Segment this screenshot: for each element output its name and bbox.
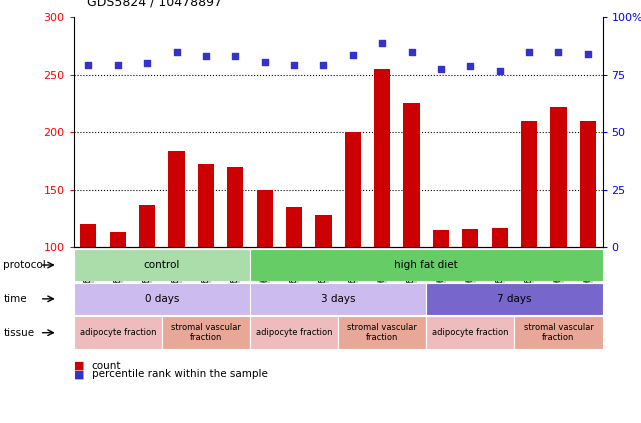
Point [524, 48, 534, 55]
Bar [286, 207, 302, 247]
Point [260, 58, 270, 65]
Text: 3 days: 3 days [321, 294, 355, 304]
Point [319, 62, 329, 69]
Point [436, 66, 446, 72]
Point [113, 62, 123, 69]
Point [83, 62, 94, 69]
Bar [110, 233, 126, 247]
Text: stromal vascular
fraction: stromal vascular fraction [171, 323, 241, 342]
Text: control: control [144, 260, 180, 270]
Bar [139, 205, 155, 247]
Text: adipocyte fraction: adipocyte fraction [432, 328, 508, 337]
Point [465, 63, 476, 70]
Bar [250, 316, 338, 349]
Bar [345, 132, 361, 247]
Point [142, 60, 153, 66]
Bar [426, 316, 514, 349]
Text: 7 days: 7 days [497, 294, 531, 304]
Text: tissue: tissue [3, 328, 35, 338]
Bar [169, 151, 185, 247]
Text: adipocyte fraction: adipocyte fraction [79, 328, 156, 337]
Text: count: count [92, 361, 121, 371]
Bar [462, 229, 478, 247]
Bar [250, 249, 603, 281]
Bar [492, 228, 508, 247]
Text: 0 days: 0 days [145, 294, 179, 304]
Bar [551, 107, 567, 247]
Bar [74, 249, 250, 281]
Text: protocol: protocol [3, 260, 46, 270]
Text: adipocyte fraction: adipocyte fraction [256, 328, 332, 337]
Bar [426, 283, 603, 315]
Bar [403, 103, 420, 247]
Bar [433, 230, 449, 247]
Text: stromal vascular
fraction: stromal vascular fraction [347, 323, 417, 342]
Text: stromal vascular
fraction: stromal vascular fraction [524, 323, 594, 342]
Point [230, 53, 240, 60]
Point [553, 48, 563, 55]
Bar [250, 283, 426, 315]
Bar [521, 121, 537, 247]
Bar [256, 190, 273, 247]
Bar [374, 69, 390, 247]
Bar [198, 165, 214, 247]
Text: percentile rank within the sample: percentile rank within the sample [92, 369, 267, 379]
Text: ■: ■ [74, 369, 84, 379]
Text: time: time [3, 294, 27, 304]
Bar [514, 316, 603, 349]
Bar [227, 167, 244, 247]
Bar [74, 316, 162, 349]
Point [495, 68, 505, 74]
Bar [162, 316, 250, 349]
Point [377, 40, 387, 47]
Point [583, 50, 593, 57]
Point [347, 52, 358, 58]
Point [406, 48, 417, 55]
Text: ■: ■ [74, 361, 84, 371]
Text: high fat diet: high fat diet [394, 260, 458, 270]
Bar [315, 215, 331, 247]
Point [201, 53, 211, 60]
Bar [80, 224, 97, 247]
Point [289, 62, 299, 69]
Bar [338, 316, 426, 349]
Text: GDS5824 / 10478897: GDS5824 / 10478897 [87, 0, 222, 8]
Point [171, 48, 181, 55]
Bar [74, 283, 250, 315]
Bar [579, 121, 596, 247]
